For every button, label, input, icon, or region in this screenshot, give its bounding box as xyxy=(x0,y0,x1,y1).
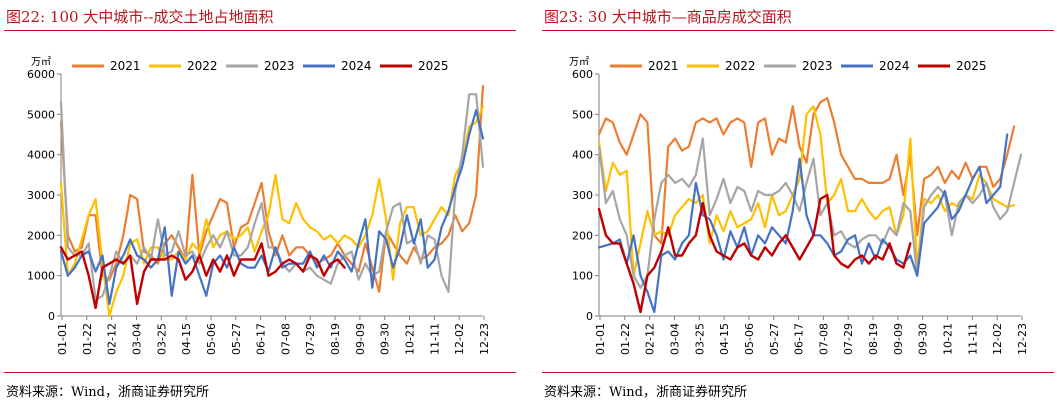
x-tick-label: 02-12 xyxy=(106,323,119,355)
x-tick-label: 01-01 xyxy=(56,323,69,355)
y-tick-label: 1000 xyxy=(27,270,55,283)
x-tick-label: 01-22 xyxy=(81,323,94,355)
y-tick-label: 3000 xyxy=(27,189,55,202)
series-line-2025 xyxy=(597,193,912,314)
x-tick-label: 03-04 xyxy=(668,323,681,355)
x-tick-label: 07-08 xyxy=(279,323,292,355)
x-tick-label: 06-17 xyxy=(793,323,806,355)
x-tick-label: 09-30 xyxy=(379,323,392,355)
housing-area-line-chart: 万㎡ 0 100 200 300 400 500 600 01-01 01-22 02-12 03-0… xyxy=(569,56,1029,355)
y-tick-label: 0 xyxy=(586,310,593,323)
legend-label-2022: 2022 xyxy=(725,59,756,73)
y-tick-label: 4000 xyxy=(27,149,55,162)
x-tick-label: 07-08 xyxy=(817,323,830,355)
series-line-2024 xyxy=(59,109,485,305)
chart-panel-land-area: 图22: 100 大中城市--成交土地占地面积 万㎡ 0 1000 2000 3000 4… xyxy=(4,0,524,403)
y-tick-label: 5000 xyxy=(27,108,55,121)
land-area-line-chart: 万㎡ 0 1000 2000 3000 4000 5000 6000 01-01 01-22 02-… xyxy=(27,56,491,355)
chart-title: 图22: 100 大中城市--成交土地占地面积 xyxy=(6,8,274,26)
y-tick-label: 200 xyxy=(572,229,593,242)
x-tick-label: 10-21 xyxy=(942,323,955,355)
x-tick-label: 05-27 xyxy=(768,323,781,355)
series-line-2021 xyxy=(597,97,1016,245)
x-tick-label: 07-29 xyxy=(304,323,317,355)
y-axis-unit: 万㎡ xyxy=(569,56,589,68)
y-tick-label: 300 xyxy=(572,189,593,202)
y-tick-label: 0 xyxy=(48,310,55,323)
title-divider xyxy=(542,30,1054,31)
series-line-2023 xyxy=(597,137,1023,289)
x-tick-label: 04-15 xyxy=(718,323,731,355)
x-tick-label: 11-11 xyxy=(428,323,441,355)
legend-label-2021: 2021 xyxy=(110,59,141,73)
x-tick-label: 10-21 xyxy=(404,323,417,355)
x-tick-label: 02-12 xyxy=(644,323,657,355)
x-tick-label: 06-17 xyxy=(255,323,268,355)
x-tick-label: 07-29 xyxy=(842,323,855,355)
series-line-2024 xyxy=(597,133,1009,314)
x-tick-label: 12-02 xyxy=(991,323,1004,355)
x-tick-label: 09-30 xyxy=(917,323,930,355)
y-tick-label: 6000 xyxy=(27,68,55,81)
x-tick-label: 03-25 xyxy=(155,323,168,355)
legend-label-2025: 2025 xyxy=(418,59,449,73)
series-line-2022 xyxy=(59,105,485,318)
y-tick-label: 400 xyxy=(572,149,593,162)
x-tick-label: 05-06 xyxy=(205,323,218,355)
chart-title: 图23: 30 大中城市—商品房成交面积 xyxy=(544,8,792,26)
source-note: 资料来源：Wind，浙商证券研究所 xyxy=(6,385,209,400)
y-tick-label: 2000 xyxy=(27,229,55,242)
legend-label-2023: 2023 xyxy=(264,59,295,73)
source-divider xyxy=(4,372,516,373)
x-tick-label: 12-23 xyxy=(478,323,491,355)
x-tick-label: 11-11 xyxy=(966,323,979,355)
legend-label-2021: 2021 xyxy=(648,59,679,73)
source-divider xyxy=(542,372,1054,373)
legend-label-2024: 2024 xyxy=(341,59,372,73)
series-line-2022 xyxy=(597,105,1016,277)
y-axis-unit: 万㎡ xyxy=(31,56,51,68)
y-tick-label: 500 xyxy=(572,108,593,121)
series-line-2021 xyxy=(59,85,485,293)
x-tick-label: 01-01 xyxy=(594,323,607,355)
x-tick-label: 12-23 xyxy=(1016,323,1029,355)
x-tick-label: 08-19 xyxy=(867,323,880,355)
series-line-2025 xyxy=(59,242,346,310)
chart-panel-housing-area: 图23: 30 大中城市—商品房成交面积 万㎡ 0 100 200 300 400 500 6… xyxy=(542,0,1057,403)
legend-label-2022: 2022 xyxy=(187,59,218,73)
y-tick-label: 100 xyxy=(572,270,593,283)
x-tick-label: 03-25 xyxy=(693,323,706,355)
source-note: 资料来源：Wind，浙商证券研究所 xyxy=(544,385,747,400)
x-tick-label: 12-02 xyxy=(453,323,466,355)
legend-label-2024: 2024 xyxy=(879,59,910,73)
legend-label-2025: 2025 xyxy=(956,59,987,73)
x-tick-label: 01-22 xyxy=(619,323,632,355)
x-tick-label: 09-09 xyxy=(892,323,905,355)
legend-label-2023: 2023 xyxy=(802,59,833,73)
x-tick-label: 08-19 xyxy=(329,323,342,355)
x-tick-label: 03-04 xyxy=(130,323,143,355)
x-tick-label: 04-15 xyxy=(180,323,193,355)
x-tick-label: 05-27 xyxy=(230,323,243,355)
y-tick-label: 600 xyxy=(572,68,593,81)
x-tick-label: 05-06 xyxy=(743,323,756,355)
title-divider xyxy=(4,30,516,31)
x-tick-label: 09-09 xyxy=(354,323,367,355)
